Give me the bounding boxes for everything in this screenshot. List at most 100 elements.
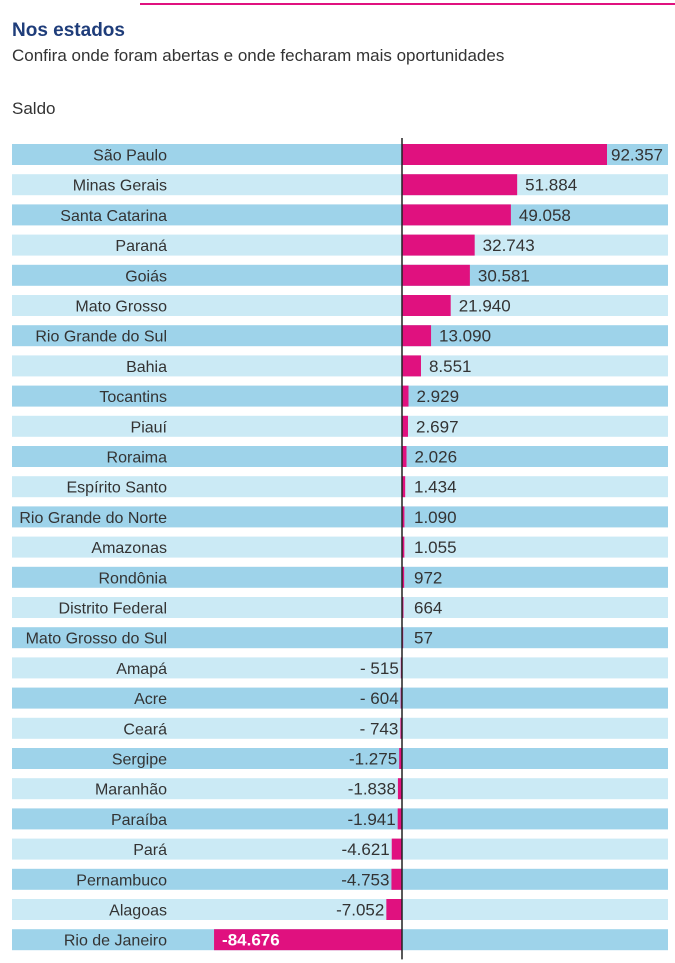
- category-label: Minas Gerais: [73, 178, 167, 195]
- row-background: [12, 446, 668, 467]
- value-label: -1.838: [348, 780, 396, 799]
- category-label: Mato Grosso: [75, 299, 167, 316]
- category-label: Espírito Santo: [67, 480, 168, 497]
- value-label: 1.055: [414, 538, 457, 557]
- category-label: Rondônia: [99, 570, 168, 587]
- bar: [402, 325, 432, 347]
- top-rule: [140, 3, 675, 5]
- bar: [397, 778, 402, 800]
- row-background: [12, 597, 668, 618]
- value-label: -7.052: [336, 901, 384, 920]
- category-label: Amazonas: [91, 540, 167, 557]
- category-label: Pará: [133, 842, 167, 859]
- row-background: [12, 325, 668, 347]
- category-label: Mato Grosso do Sul: [26, 631, 167, 648]
- value-label: 51.884: [525, 176, 577, 195]
- row-background: [12, 657, 668, 679]
- value-label: 32.743: [483, 236, 535, 255]
- row-background: [12, 415, 668, 437]
- category-label: Paraíba: [111, 812, 167, 829]
- bar: [391, 868, 402, 890]
- category-label: Alagoas: [109, 903, 167, 920]
- row-background: [12, 899, 668, 920]
- value-label: - 743: [360, 719, 399, 738]
- category-label: Rio Grande do Sul: [35, 329, 167, 346]
- category-label: Goiás: [125, 268, 167, 285]
- category-label: Santa Catarina: [60, 208, 167, 225]
- row-background: [12, 234, 668, 256]
- bar: [402, 355, 421, 377]
- bar: [402, 385, 409, 407]
- bar: [402, 446, 407, 467]
- row-background: [12, 506, 668, 528]
- row-background: [12, 476, 668, 498]
- value-label: -4.621: [342, 840, 390, 859]
- category-label: Acre: [134, 691, 167, 708]
- category-label: Maranhão: [95, 782, 167, 799]
- value-label: -1.275: [349, 750, 397, 769]
- value-label: 30.581: [478, 266, 530, 285]
- category-label: Paraná: [115, 238, 167, 255]
- bar: [402, 174, 518, 196]
- category-label: Rio de Janeiro: [64, 933, 167, 950]
- category-label: Roraima: [107, 450, 168, 467]
- row-background: [12, 838, 668, 860]
- row-background: [12, 687, 668, 709]
- value-label: 972: [414, 568, 442, 587]
- category-label: Distrito Federal: [59, 601, 167, 618]
- value-label: -84.676: [222, 931, 280, 950]
- bar: [402, 204, 511, 226]
- value-label: 664: [414, 599, 442, 618]
- value-label: -4.753: [341, 870, 389, 889]
- value-label: 57: [414, 629, 433, 648]
- value-label: 2.929: [417, 387, 460, 406]
- row-background: [12, 748, 668, 769]
- row-background: [12, 868, 668, 890]
- value-label: 21.940: [459, 297, 511, 316]
- bar: [400, 717, 402, 739]
- category-label: Rio Grande do Norte: [19, 510, 167, 527]
- chart-subtitle: Confira onde foram abertas e onde fechar…: [12, 46, 505, 65]
- row-background: [12, 264, 668, 286]
- category-label: Piauí: [131, 419, 168, 436]
- category-label: São Paulo: [93, 148, 167, 165]
- row-background: [12, 295, 668, 316]
- bar: [391, 838, 402, 860]
- value-label: 8.551: [429, 357, 472, 376]
- category-label: Sergipe: [112, 752, 167, 769]
- bar: [402, 234, 475, 256]
- row-background: [12, 385, 668, 407]
- bar: [397, 808, 402, 830]
- bar: [402, 415, 408, 437]
- bar: [214, 929, 402, 951]
- category-label: Amapá: [116, 661, 167, 678]
- category-label: Bahia: [126, 359, 167, 376]
- bar: [402, 506, 405, 528]
- value-label: - 604: [360, 689, 399, 708]
- row-background: [12, 808, 668, 830]
- value-label: 1.090: [414, 508, 457, 527]
- bar: [386, 899, 402, 920]
- value-label: 2.026: [414, 448, 457, 467]
- row-background: [12, 355, 668, 377]
- value-label: 2.697: [416, 417, 459, 436]
- row-background: [12, 627, 668, 649]
- value-label: 49.058: [519, 206, 571, 225]
- bar: [402, 536, 405, 558]
- bar: [402, 264, 470, 286]
- category-label: Ceará: [123, 721, 167, 738]
- value-label: 1.434: [414, 478, 457, 497]
- row-background: [12, 536, 668, 558]
- bar: [402, 566, 405, 588]
- value-label: - 515: [360, 659, 399, 678]
- bar: [402, 295, 451, 316]
- axis-label-saldo: Saldo: [12, 99, 56, 118]
- bar: [402, 144, 607, 165]
- category-label: Tocantins: [99, 389, 167, 406]
- row-background: [12, 778, 668, 800]
- chart-title: Nos estados: [12, 20, 125, 41]
- value-label: 13.090: [439, 327, 491, 346]
- category-label: Pernambuco: [76, 872, 167, 889]
- value-label: -1.941: [347, 810, 395, 829]
